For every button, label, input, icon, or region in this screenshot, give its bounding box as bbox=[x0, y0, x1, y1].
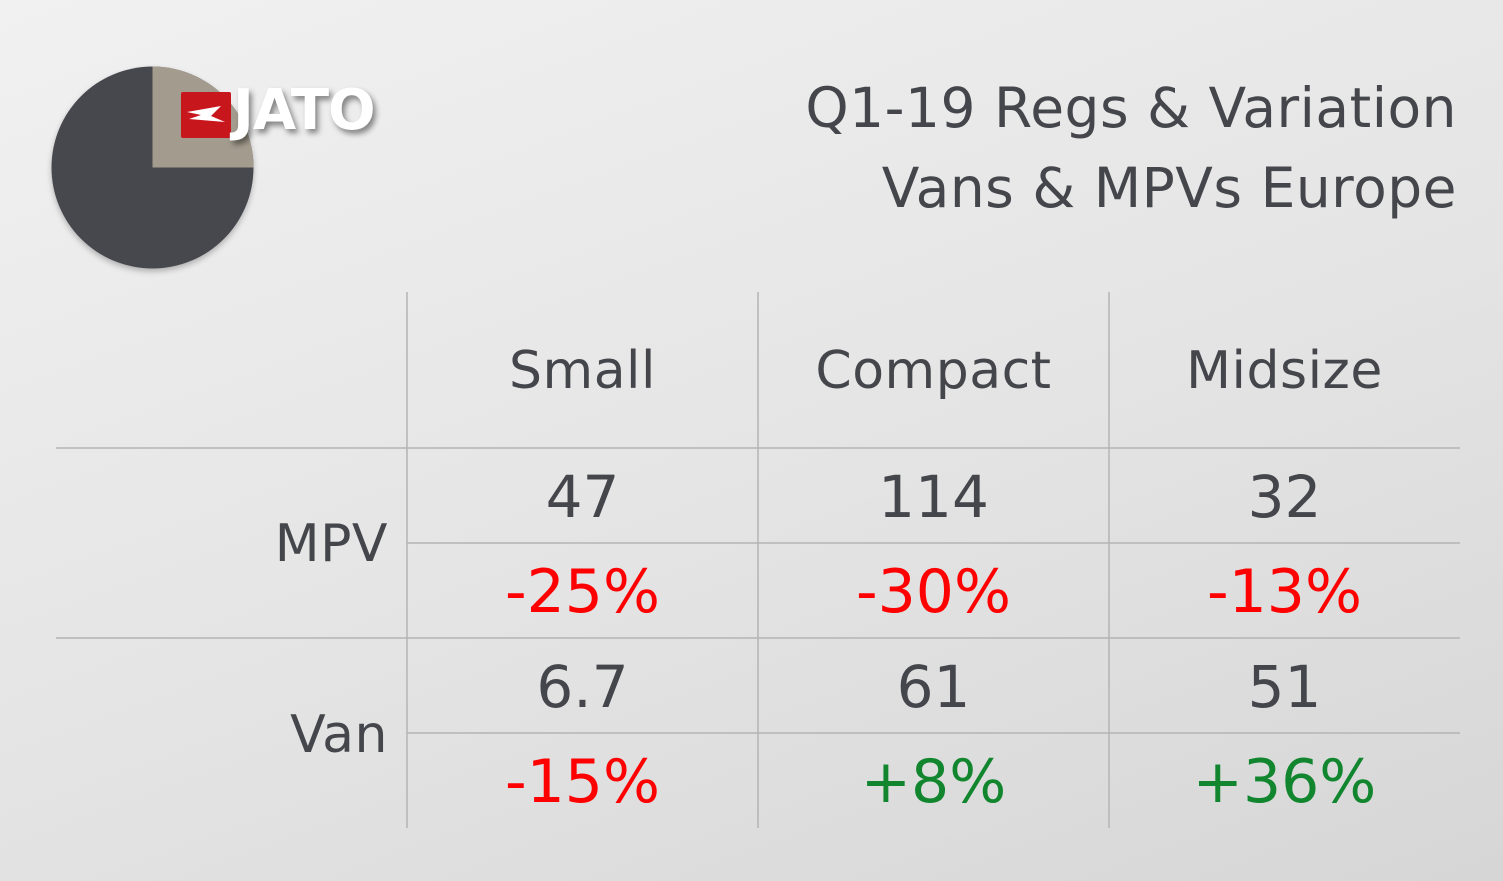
column-header-midsize: Midsize bbox=[1186, 341, 1383, 401]
van-small-variation: -15% bbox=[504, 747, 660, 817]
mpv-small-variation: -25% bbox=[504, 557, 660, 627]
row-label-van: Van bbox=[290, 705, 388, 765]
jato-logo: JATO bbox=[50, 65, 376, 270]
van-compact-variation: +8% bbox=[860, 747, 1007, 817]
column-header-small: Small bbox=[509, 341, 656, 401]
van-midsize-variation: +36% bbox=[1192, 747, 1377, 817]
mpv-small-value: 47 bbox=[545, 463, 620, 531]
title-line-1: Q1-19 Regs & Variation bbox=[805, 76, 1457, 140]
mpv-midsize-value: 32 bbox=[1247, 463, 1322, 531]
logo-flag-icon bbox=[181, 92, 231, 138]
mpv-compact-value: 114 bbox=[878, 463, 989, 531]
column-header-compact: Compact bbox=[815, 341, 1052, 401]
logo-text: JATO bbox=[233, 78, 376, 143]
mpv-compact-variation: -30% bbox=[855, 557, 1011, 627]
van-compact-value: 61 bbox=[896, 653, 971, 721]
mpv-midsize-variation: -13% bbox=[1206, 557, 1362, 627]
row-label-mpv: MPV bbox=[274, 514, 388, 574]
title-line-2: Vans & MPVs Europe bbox=[881, 156, 1457, 220]
van-small-value: 6.7 bbox=[536, 653, 629, 721]
page-title: Q1-19 Regs & Variation Vans & MPVs Europ… bbox=[805, 68, 1457, 228]
van-midsize-value: 51 bbox=[1247, 653, 1322, 721]
